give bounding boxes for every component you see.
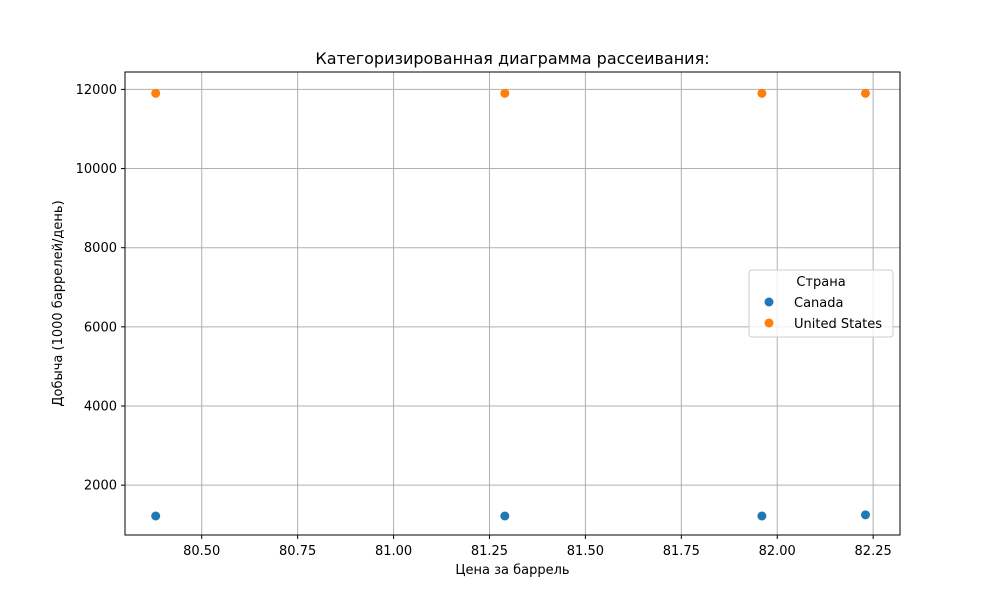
x-tick-label: 81.25 <box>471 544 508 559</box>
legend-box <box>748 269 894 338</box>
x-tick-label: 82.00 <box>759 544 796 559</box>
x-tick-label: 80.50 <box>183 544 220 559</box>
x-tick-label: 80.75 <box>279 544 316 559</box>
x-tick-label: 81.00 <box>375 544 412 559</box>
x-tick-label: 81.75 <box>663 544 700 559</box>
y-tick-label: 10000 <box>76 162 117 177</box>
data-point-united-states <box>860 88 870 98</box>
legend-marker-canada <box>764 297 774 307</box>
x-tick-label: 81.50 <box>567 544 604 559</box>
y-tick-label: 6000 <box>84 320 117 335</box>
data-point-canada <box>151 511 161 521</box>
legend: Страна Canada United States <box>748 269 894 338</box>
x-axis-title: Цена за баррель <box>455 563 569 578</box>
plot-area-frame <box>124 71 901 536</box>
data-points <box>151 88 870 521</box>
y-axis-ticks: 2000 4000 6000 8000 10000 12000 <box>76 83 125 494</box>
data-point-united-states <box>500 88 510 98</box>
y-tick-label: 2000 <box>84 479 117 494</box>
y-axis-title: Добыча (1000 баррелей/день) <box>51 200 66 406</box>
x-tick-label: 82.25 <box>855 544 892 559</box>
x-axis-ticks: 80.50 80.75 81.00 81.25 81.50 81.75 82.00 82.25 <box>183 535 892 559</box>
data-point-canada <box>860 510 870 520</box>
data-point-canada <box>500 511 510 521</box>
legend-title: Страна <box>796 275 845 290</box>
legend-label-canada: Canada <box>794 296 843 311</box>
y-tick-label: 8000 <box>84 241 117 256</box>
data-point-canada <box>757 511 767 521</box>
chart-title: Категоризированная диаграмма рассеивания… <box>315 49 709 68</box>
legend-marker-united-states <box>764 318 774 328</box>
y-tick-label: 4000 <box>84 399 117 414</box>
data-point-united-states <box>757 88 767 98</box>
legend-label-united-states: United States <box>794 317 882 332</box>
data-point-united-states <box>151 88 161 98</box>
y-tick-label: 12000 <box>76 83 117 98</box>
